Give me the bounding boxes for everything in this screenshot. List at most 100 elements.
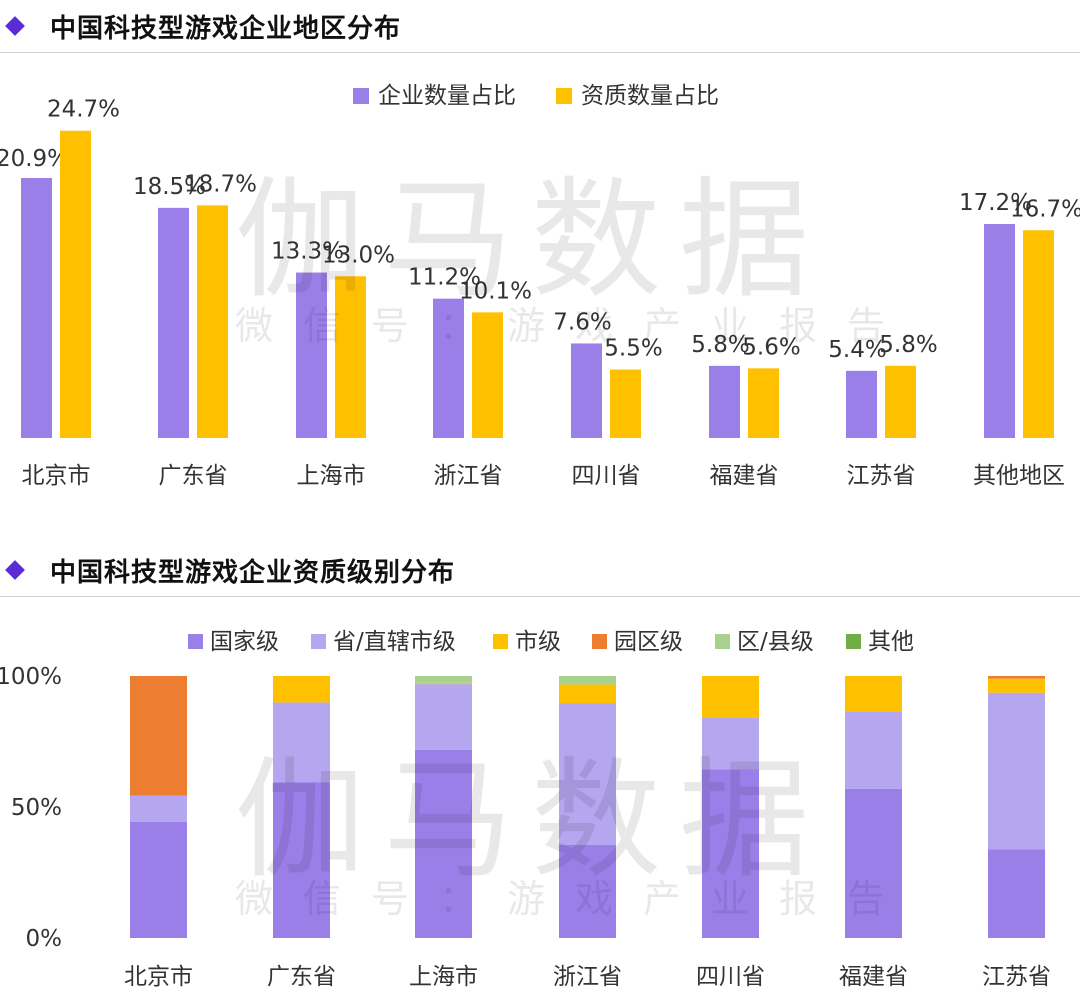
stack-segment-0-0 (130, 821, 187, 938)
category-label: 广东省 (267, 964, 336, 990)
bar-enterprise-4 (571, 343, 602, 438)
bar-enterprise-6 (846, 370, 877, 438)
legend-swatch-0 (353, 88, 369, 104)
legend-label: 国家级 (210, 629, 279, 655)
stack-segment-6-3 (988, 676, 1045, 679)
legend-label: 省/直辖市级 (333, 629, 456, 655)
stack-segment-2-2 (415, 682, 472, 685)
qualification-level-chart: 国家级 省/直辖市级 市级 园区级 区/县级 其他 0% 50% 100% 北京市 广东省 上海市 浙江… (0, 629, 1051, 990)
stack-segment-1-2 (273, 676, 330, 703)
stack-segment-0-1 (130, 795, 187, 822)
category-label: 浙江省 (553, 964, 622, 990)
data-label: 11.2% (408, 265, 481, 291)
category-label: 其他地区 (973, 463, 1065, 489)
bar-qualification-5 (748, 368, 779, 438)
bar-enterprise-3 (433, 298, 464, 438)
stack-segment-5-1 (845, 711, 902, 789)
diamond-icon (5, 16, 25, 36)
section2-title: 中国科技型游戏企业资质级别分布 (50, 557, 456, 588)
data-label: 5.6% (742, 334, 800, 360)
category-label: 四川省 (696, 964, 765, 990)
legend-swatch-5 (846, 634, 861, 649)
legend-label: 企业数量占比 (378, 83, 516, 109)
stack-segment-6-1 (988, 692, 1045, 850)
stack-segment-4-2 (702, 676, 759, 718)
stack-segment-5-0 (845, 788, 902, 938)
data-label: 5.8% (691, 332, 749, 358)
bar-qualification-4 (610, 369, 641, 438)
section2-header: 中国科技型游戏企业资质级别分布 (0, 548, 455, 592)
category-label: 浙江省 (434, 463, 503, 489)
legend-swatch-1 (311, 634, 326, 649)
bar-enterprise-7 (984, 224, 1015, 438)
stack-segment-3-1 (559, 703, 616, 845)
y-tick-label: 100% (0, 664, 62, 690)
data-label: 5.4% (828, 337, 886, 363)
category-label: 北京市 (22, 463, 91, 489)
stack-segment-5-2 (845, 676, 902, 712)
data-label: 18.5% (133, 174, 206, 200)
data-label: 17.2% (959, 190, 1032, 216)
legend-swatch-0 (188, 634, 203, 649)
section2-divider (0, 596, 1080, 597)
legend-swatch-2 (493, 634, 508, 649)
bar-qualification-6 (885, 365, 916, 438)
stack-segment-3-2 (559, 684, 616, 704)
diamond-icon (5, 560, 25, 580)
bar-qualification-1 (197, 205, 228, 438)
data-label: 5.5% (604, 336, 662, 362)
category-label: 江苏省 (847, 463, 916, 489)
section1-header: 中国科技型游戏企业地区分布 (0, 4, 401, 48)
category-label: 广东省 (159, 463, 228, 489)
stack-segment-1-1 (273, 702, 330, 783)
bar-qualification-0 (60, 130, 91, 438)
stack-segment-2-0 (415, 749, 472, 938)
section1-divider (0, 52, 1080, 53)
stack-segment-6-0 (988, 849, 1045, 938)
data-label: 13.3% (271, 239, 344, 265)
category-label: 江苏省 (982, 964, 1051, 990)
stack-segment-2-4 (415, 676, 472, 683)
stack-segment-2-1 (415, 684, 472, 750)
category-label: 福建省 (839, 964, 908, 990)
data-label: 7.6% (553, 309, 611, 335)
stack-segment-3-4 (559, 676, 616, 685)
category-label: 福建省 (710, 463, 779, 489)
stack-segment-3-0 (559, 844, 616, 938)
bar-qualification-3 (472, 312, 503, 438)
legend-label: 其他 (868, 629, 914, 655)
data-label: 5.8% (879, 332, 937, 358)
y-tick-label: 0% (26, 926, 63, 952)
region-distribution-chart: 企业数量占比 资质数量占比 20.9% 18.5% 13.3% 11.2% 7.6% 5.8%… (0, 83, 1080, 489)
bar-qualification-2 (335, 276, 366, 438)
y-tick-label: 50% (11, 795, 62, 821)
legend-label: 市级 (515, 629, 561, 655)
category-label: 上海市 (297, 463, 366, 489)
legend-label: 园区级 (614, 629, 683, 655)
data-label: 16.7% (1010, 196, 1080, 222)
data-label: 20.9% (0, 146, 69, 172)
bar-enterprise-5 (709, 365, 740, 438)
bar-enterprise-1 (158, 207, 189, 438)
legend-label: 区/县级 (737, 629, 814, 655)
bar-qualification-7 (1023, 230, 1054, 438)
section1-title: 中国科技型游戏企业地区分布 (50, 13, 402, 44)
category-label: 上海市 (409, 964, 478, 990)
stack-segment-4-0 (702, 769, 759, 938)
data-label: 18.7% (184, 171, 257, 197)
stack-segment-0-3 (130, 676, 187, 796)
bar-enterprise-2 (296, 272, 327, 438)
legend-swatch-3 (592, 634, 607, 649)
category-label: 四川省 (572, 463, 641, 489)
bar-enterprise-0 (21, 178, 52, 438)
legend-swatch-1 (556, 88, 572, 104)
category-label: 北京市 (124, 964, 193, 990)
stack-segment-1-0 (273, 782, 330, 938)
data-label: 24.7% (47, 97, 120, 123)
stack-segment-4-1 (702, 717, 759, 770)
data-label: 10.1% (459, 278, 532, 304)
data-label: 13.0% (322, 242, 395, 268)
legend-label: 资质数量占比 (581, 83, 719, 109)
stack-segment-6-2 (988, 678, 1045, 693)
legend-swatch-4 (715, 634, 730, 649)
